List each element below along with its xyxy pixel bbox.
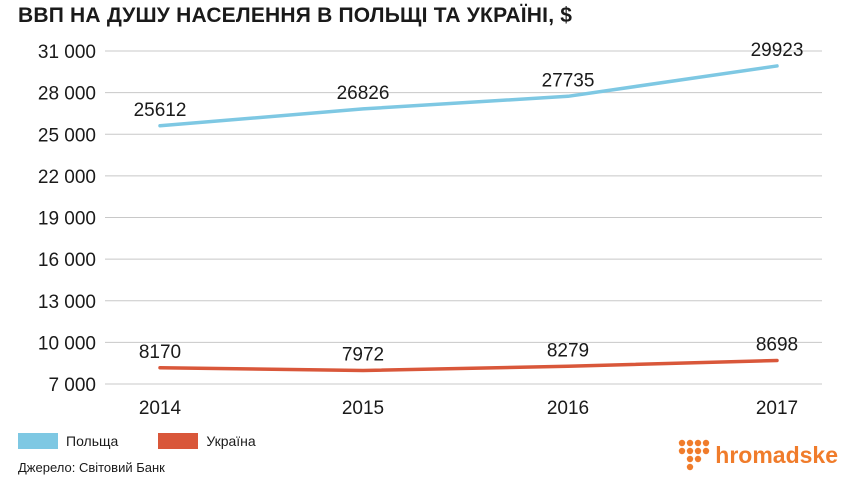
y-tick-label: 22 000 <box>38 167 96 188</box>
y-tick-label: 16 000 <box>38 250 96 271</box>
data-label: 7972 <box>342 345 384 366</box>
legend-swatch-poland <box>18 433 58 449</box>
series-line <box>158 64 779 128</box>
x-tick-label: 2014 <box>139 398 182 419</box>
data-label: 25612 <box>134 100 187 121</box>
logo-text: hromadske <box>715 441 838 468</box>
logo-dot <box>695 439 702 447</box>
logo-dots-icon <box>679 439 710 471</box>
x-tick-label: 2016 <box>547 398 589 419</box>
y-tick-label: 25 000 <box>38 125 96 146</box>
logo-dot <box>703 447 710 455</box>
data-label: 8170 <box>139 342 181 363</box>
logo-dot <box>703 439 710 447</box>
y-tick-label: 28 000 <box>38 84 96 105</box>
x-tick-label: 2017 <box>756 398 798 419</box>
source-note: Джерело: Світовий Банк <box>18 460 165 475</box>
y-tick-label: 10 000 <box>38 333 96 354</box>
legend-item-poland: Польща <box>18 433 118 449</box>
data-label: 8698 <box>756 334 798 355</box>
legend-swatch-ukraine <box>158 433 199 449</box>
logo-dot <box>679 439 686 447</box>
logo-dot <box>695 455 702 463</box>
logo-dot <box>679 447 686 455</box>
y-tick-label: 7 000 <box>48 375 96 396</box>
y-tick-label: 13 000 <box>38 292 96 313</box>
data-label: 26826 <box>337 83 390 104</box>
logo-dot <box>687 463 694 471</box>
logo-dot <box>687 439 694 447</box>
series-line <box>158 358 779 373</box>
x-tick-label: 2015 <box>342 398 384 419</box>
y-tick-label: 31 000 <box>38 42 96 63</box>
legend-item-ukraine: Україна <box>158 433 256 449</box>
legend-label-ukraine: Україна <box>206 433 256 449</box>
chart-title: ВВП НА ДУШУ НАСЕЛЕННЯ В ПОЛЬЩІ ТА УКРАЇН… <box>18 4 573 27</box>
data-label: 29923 <box>751 40 804 61</box>
hromadske-logo: hromadske <box>677 438 838 472</box>
logo-dot <box>687 455 694 463</box>
legend: Польща Україна <box>18 433 296 449</box>
logo-dot <box>695 447 702 455</box>
data-label: 8279 <box>547 340 589 361</box>
data-label: 27735 <box>542 70 595 91</box>
y-tick-label: 19 000 <box>38 209 96 230</box>
line-chart: 7 000 10 000 13 000 16 000 19 000 22 000 25 00… <box>38 40 822 419</box>
legend-label-poland: Польща <box>66 433 119 449</box>
logo-dot <box>687 447 694 455</box>
